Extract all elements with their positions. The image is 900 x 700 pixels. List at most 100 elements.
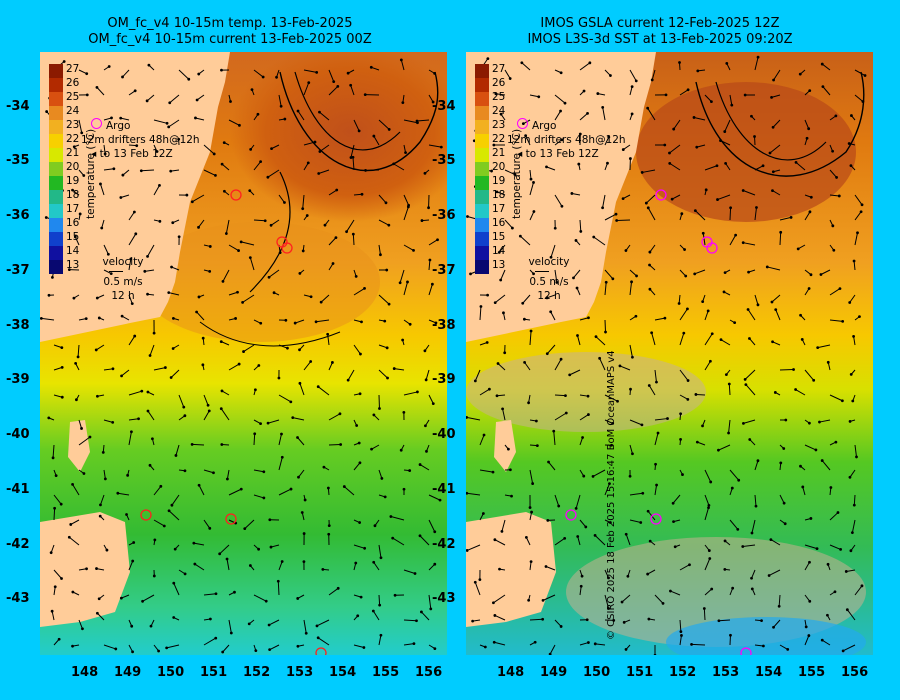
velocity-arrow-head: [220, 443, 224, 446]
velocity-arrow-head: [195, 310, 199, 314]
velocity-arrow: [743, 419, 756, 424]
colorbar-tick-label: 24: [492, 105, 506, 117]
drifters-legend-2: ◂ to 13 Feb 12Z: [517, 147, 626, 161]
velocity-arrow: [178, 69, 190, 80]
velocity-arrow-head: [208, 269, 212, 273]
velocity-arrow-head: [816, 346, 820, 350]
velocity-arrow-head: [238, 123, 241, 127]
colorbar-swatch: [49, 134, 63, 148]
velocity-arrow-head: [478, 578, 482, 582]
velocity-arrow-head: [162, 524, 166, 528]
velocity-arrow-head: [702, 607, 706, 610]
velocity-arrow: [96, 87, 105, 96]
map-legend: Argo 12m drifters 48h@12h ◂ to 13 Feb 12…: [81, 118, 200, 161]
velocity-arrow-head: [541, 598, 545, 602]
velocity-arrow-head: [131, 559, 135, 563]
velocity-arrow-head: [466, 491, 469, 495]
velocity-arrow-head: [579, 584, 583, 588]
velocity-arrow-head: [748, 337, 751, 340]
latitude-tick-label: -42: [432, 537, 456, 552]
velocity-arrow-head: [661, 601, 665, 605]
velocity-arrow-head: [547, 460, 550, 464]
argo-float-marker: [315, 647, 327, 655]
velocity-arrow-head: [152, 331, 156, 335]
velocity-arrow-head: [284, 318, 288, 322]
velocity-arrow-head: [680, 212, 684, 216]
velocity-arrow-head: [218, 552, 222, 556]
velocity-arrow-head: [40, 316, 43, 320]
velocity-arrow: [78, 119, 83, 133]
velocity-arrow-head: [799, 313, 802, 317]
velocity-arrow: [378, 469, 383, 479]
velocity-arrow-head: [402, 410, 406, 414]
argo-legend-icon: [91, 118, 102, 129]
velocity-arrow-head: [466, 215, 469, 218]
velocity-arrow: [253, 469, 264, 473]
velocity-arrow-head: [681, 473, 684, 476]
velocity-arrow-head: [654, 462, 657, 466]
velocity-arrow: [744, 369, 756, 380]
velocity-arrow-head: [819, 273, 823, 276]
velocity-arrow-head: [586, 394, 590, 398]
velocity-arrow: [303, 141, 316, 146]
velocity-arrow-head: [131, 650, 134, 654]
velocity-arrow-head: [346, 378, 350, 382]
velocity-arrow: [829, 544, 841, 550]
velocity-arrow-head: [129, 257, 133, 261]
colorbar-swatch: [49, 204, 63, 218]
velocity-arrow: [403, 206, 409, 221]
velocity-arrow-head: [427, 206, 430, 210]
velocity-arrow: [466, 492, 481, 496]
velocity-arrow: [849, 469, 856, 478]
longitude-tick-label: 153: [286, 665, 314, 680]
latitude-tick-label: -39: [432, 372, 456, 387]
velocity-arrow-head: [799, 464, 802, 468]
velocity-arrow: [654, 317, 666, 321]
velocity-arrow-head: [837, 194, 841, 198]
velocity-arrow: [144, 269, 155, 272]
velocity-arrow: [545, 566, 556, 571]
velocity-arrow-head: [283, 201, 286, 204]
velocity-arrow-head: [655, 380, 658, 384]
velocity-arrow: [804, 635, 810, 646]
velocity-arrow: [353, 119, 360, 132]
velocity-arrows: [466, 55, 867, 655]
velocity-arrow-head: [78, 212, 82, 216]
velocity-arrow: [95, 344, 105, 351]
velocity-arrow: [529, 211, 535, 221]
velocity-arrow: [178, 394, 185, 408]
velocity-arrow-head: [486, 57, 490, 61]
velocity-arrow-head: [587, 316, 590, 320]
velocity-arrow-head: [694, 393, 698, 396]
velocity-arrow-head: [495, 394, 499, 398]
velocity-arrow: [654, 369, 657, 383]
velocity-arrow-head: [95, 296, 99, 300]
velocity-arrow: [378, 119, 390, 130]
velocity-arrow-head: [406, 205, 410, 209]
velocity-arrow: [754, 644, 764, 647]
longitude-tick-label: 155: [372, 665, 400, 680]
velocity-arrow-head: [821, 85, 825, 89]
velocity-arrow-head: [809, 517, 813, 520]
velocity-arrow-head: [616, 399, 619, 403]
velocity-arrow: [691, 643, 706, 646]
velocity-arrow: [529, 618, 543, 621]
velocity-arrow-head: [852, 334, 855, 338]
velocity-arrow-head: [835, 176, 838, 179]
velocity-arrow-head: [327, 524, 331, 528]
velocity-arrow-head: [696, 69, 700, 73]
velocity-arrow-head: [195, 98, 199, 102]
velocity-arrow: [268, 269, 280, 278]
velocity-arrow: [78, 619, 83, 629]
velocity-arrow: [728, 383, 731, 396]
velocity-arrow-head: [640, 171, 644, 174]
velocity-arrow-head: [741, 545, 745, 548]
velocity-arrow-head: [859, 210, 863, 214]
velocity-arrow: [428, 144, 442, 148]
velocity-arrow-head: [560, 138, 564, 142]
velocity-arrow: [704, 494, 710, 506]
velocity-arrow-head: [611, 277, 615, 281]
velocity-arrow: [269, 644, 280, 651]
velocity-arrow-head: [279, 104, 283, 108]
velocity-arrow: [554, 358, 562, 371]
